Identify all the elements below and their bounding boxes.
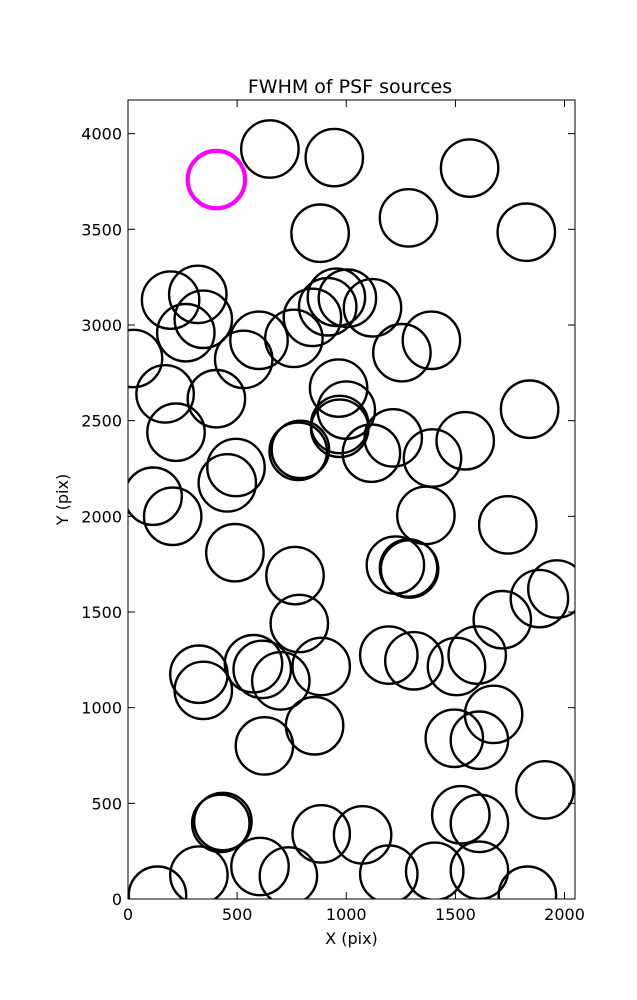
psf-source-marker (358, 625, 419, 685)
y-tick-label: 1500 (81, 603, 122, 622)
highlighted-source-marker (185, 148, 248, 211)
y-axis-label: Y (pix) (53, 474, 72, 526)
y-tick-label: 500 (91, 794, 122, 813)
psf-source-marker (128, 865, 188, 899)
psf-source-marker (206, 437, 266, 498)
x-tick-label: 2000 (544, 905, 585, 924)
psf-source-marker (439, 138, 500, 199)
psf-source-marker (135, 363, 196, 424)
psf-source-marker (128, 466, 183, 527)
psf-source-marker (213, 329, 274, 390)
psf-source-marker (449, 793, 510, 854)
psf-source-marker (378, 187, 439, 248)
chart-title: FWHM of PSF sources (248, 76, 452, 98)
psf-source-marker (363, 407, 424, 468)
series-psf-sources (128, 119, 575, 899)
psf-source-marker (435, 410, 496, 471)
psf-source-marker (358, 844, 419, 899)
psf-source-marker (197, 452, 258, 513)
psf-source-marker (263, 308, 324, 369)
psf-source-marker (515, 760, 575, 820)
psf-source-marker (472, 589, 533, 650)
psf-source-marker (309, 398, 370, 459)
x-tick-label: 1000 (326, 905, 367, 924)
psf-source-marker (232, 639, 293, 700)
psf-source-marker (341, 423, 402, 484)
psf-source-marker (270, 419, 331, 480)
psf-source-marker (332, 805, 393, 865)
psf-source-marker (497, 865, 558, 899)
psf-source-marker (284, 695, 345, 756)
psf-source-marker (317, 268, 378, 329)
psf-source-marker (426, 636, 487, 697)
psf-source-marker (304, 127, 365, 188)
psf-source-marker (230, 836, 290, 897)
x-axis-label: X (pix) (325, 929, 378, 948)
psf-source-marker (509, 568, 570, 629)
psf-source-marker (496, 202, 557, 263)
psf-source-marker (167, 264, 228, 325)
psf-source-marker (309, 394, 370, 455)
psf-source-marker (383, 630, 444, 691)
psf-source-marker (146, 402, 206, 463)
psf-source-marker (424, 708, 485, 769)
psf-source-marker (250, 651, 311, 711)
psf-source-marker (282, 287, 343, 348)
psf-source-marker (499, 379, 560, 440)
psf-source-marker (401, 310, 462, 371)
psf-source-marker (173, 660, 234, 721)
psf-source-marker (186, 368, 247, 429)
psf-source-marker (155, 302, 216, 363)
psf-source-marker (306, 267, 367, 328)
psf-source-marker (169, 845, 229, 899)
y-tick-label: 4000 (81, 125, 122, 144)
psf-source-marker (269, 593, 330, 654)
psf-source-marker (395, 485, 456, 546)
psf-source-marker (290, 203, 350, 264)
psf-source-marker (192, 791, 253, 852)
y-tick-label: 3000 (81, 316, 122, 335)
y-tick-label: 2500 (81, 412, 122, 431)
y-tick-label: 2000 (81, 507, 122, 526)
axes (127, 99, 576, 900)
psf-source-marker (291, 804, 352, 864)
psf-source-marker (204, 522, 265, 583)
series-highlight (185, 148, 248, 211)
psf-source-marker (258, 846, 319, 899)
psf-source-marker (239, 119, 300, 179)
psf-source-marker (173, 289, 234, 350)
x-tick-label: 0 (123, 905, 133, 924)
psf-source-marker (404, 841, 465, 899)
psf-source-marker (268, 421, 329, 482)
psf-source-marker (527, 559, 575, 619)
x-tick-label: 1500 (435, 905, 476, 924)
psf-source-marker (142, 486, 203, 547)
psf-source-marker (128, 328, 164, 389)
plot-frame (127, 99, 576, 900)
psf-source-marker (477, 495, 538, 555)
y-tick-label: 1000 (81, 699, 122, 718)
psf-source-marker (371, 322, 432, 383)
y-tick-label: 3500 (81, 220, 122, 239)
psf-source-marker (140, 270, 201, 330)
psf-source-marker (308, 358, 369, 418)
tick-layer: 0 500 1000 1500 2000 0 500 1000 1500 2000 2500 3000… (81, 100, 585, 924)
x-tick-label: 500 (222, 905, 253, 924)
psf-source-marker (342, 277, 403, 338)
psf-source-marker (430, 784, 491, 845)
plot-area (128, 119, 575, 899)
psf-source-marker (234, 716, 295, 776)
psf-source-marker (379, 539, 440, 599)
psf-source-marker (265, 545, 325, 606)
psf-source-marker (463, 684, 524, 745)
y-tick-label: 0 (112, 890, 122, 909)
psf-source-marker (190, 793, 251, 854)
psf-source-marker (291, 636, 352, 697)
psf-source-marker (447, 625, 508, 685)
psf-source-marker (229, 310, 289, 371)
